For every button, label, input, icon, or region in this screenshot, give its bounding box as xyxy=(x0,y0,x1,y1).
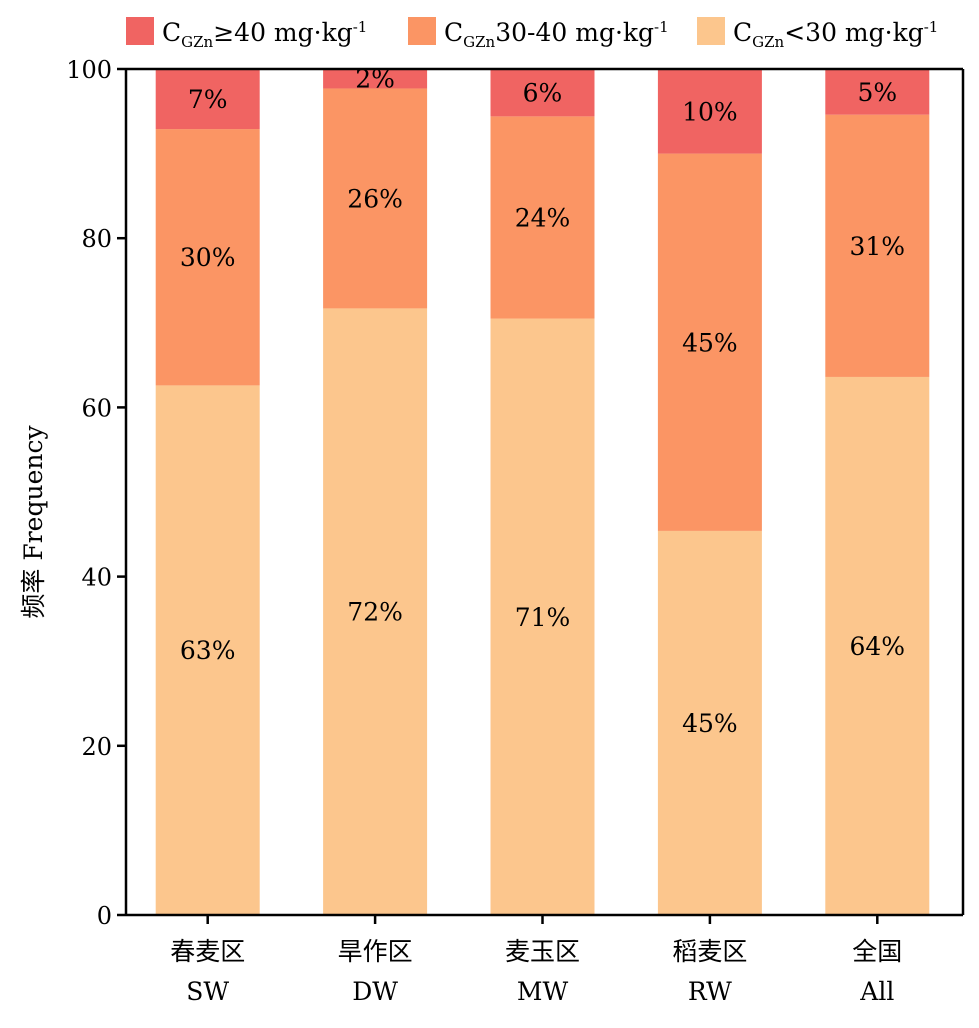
axes: 0 20 40 60 80 100 春麦区 SW 旱作区 DW 麦玉区 MW 稻麦区 RW 全国 All 频率 … xyxy=(19,56,965,1006)
y-tick-label: 100 xyxy=(66,56,112,84)
x-tick-label-cn: 麦玉区 xyxy=(505,937,580,966)
x-tick-label-cn: 旱作区 xyxy=(338,937,413,966)
data-label: 30% xyxy=(180,243,236,272)
data-label: 71% xyxy=(515,603,571,632)
legend-item-label: CGZn≥40 mg·kg-1 xyxy=(162,18,367,51)
legend-swatch xyxy=(697,17,725,45)
x-tick-label-cn: 稻麦区 xyxy=(672,937,747,966)
bar-segment xyxy=(490,116,595,319)
bar-segment xyxy=(490,69,595,117)
data-label: 10% xyxy=(682,97,738,126)
data-label: 63% xyxy=(180,636,236,665)
data-label: 45% xyxy=(682,328,738,357)
legend: CGZn≥40 mg·kg-1 CGZn30-40 mg·kg-1 CGZn<30 … xyxy=(126,17,938,51)
bar-segment xyxy=(155,129,260,386)
y-tick-label: 60 xyxy=(81,394,112,422)
legend-item-label: CGZn30-40 mg·kg-1 xyxy=(444,18,669,51)
bar-segment xyxy=(825,114,930,377)
bar-segment xyxy=(825,69,930,115)
bar-segment xyxy=(323,69,428,89)
legend-swatch xyxy=(408,17,436,45)
data-label: 45% xyxy=(682,709,738,738)
bar-segment xyxy=(490,318,595,915)
legend-swatch xyxy=(126,17,154,45)
x-tick-label-en: RW xyxy=(688,977,732,1006)
x-tick-label-cn: 春麦区 xyxy=(170,937,245,966)
y-tick-label: 0 xyxy=(97,902,112,930)
data-label: 5% xyxy=(857,78,897,107)
bars xyxy=(155,69,930,916)
data-labels: 63%30%7%72%26%2%71%24%6%45%45%10%64%31%5… xyxy=(180,65,905,738)
data-label: 24% xyxy=(515,203,571,232)
data-label: 7% xyxy=(188,85,228,114)
bar-segment xyxy=(657,69,762,154)
x-tick-label-cn: 全国 xyxy=(852,937,902,966)
data-label: 64% xyxy=(850,632,906,661)
data-label: 6% xyxy=(523,79,563,108)
x-tick-label-en: MW xyxy=(517,977,569,1006)
bar-segment xyxy=(323,308,428,916)
bar-segment xyxy=(657,530,762,915)
bar-segment xyxy=(323,88,428,309)
bar-segment xyxy=(657,153,762,531)
bar-segment xyxy=(155,385,260,915)
legend-item-label: CGZn<30 mg·kg-1 xyxy=(733,18,938,51)
x-tick-label-en: SW xyxy=(186,977,229,1006)
data-label: 26% xyxy=(347,184,403,213)
y-tick-label: 40 xyxy=(81,564,112,592)
y-tick-label: 20 xyxy=(81,733,112,761)
data-label: 31% xyxy=(850,232,906,261)
bar-segment xyxy=(155,69,260,130)
bar-segment xyxy=(825,376,930,916)
x-tick-label-en: All xyxy=(859,977,894,1006)
y-tick-label: 80 xyxy=(81,225,112,253)
data-label: 72% xyxy=(347,598,403,627)
x-tick-label-en: DW xyxy=(352,977,398,1006)
y-axis-label: 频率 Frequency xyxy=(19,425,48,619)
